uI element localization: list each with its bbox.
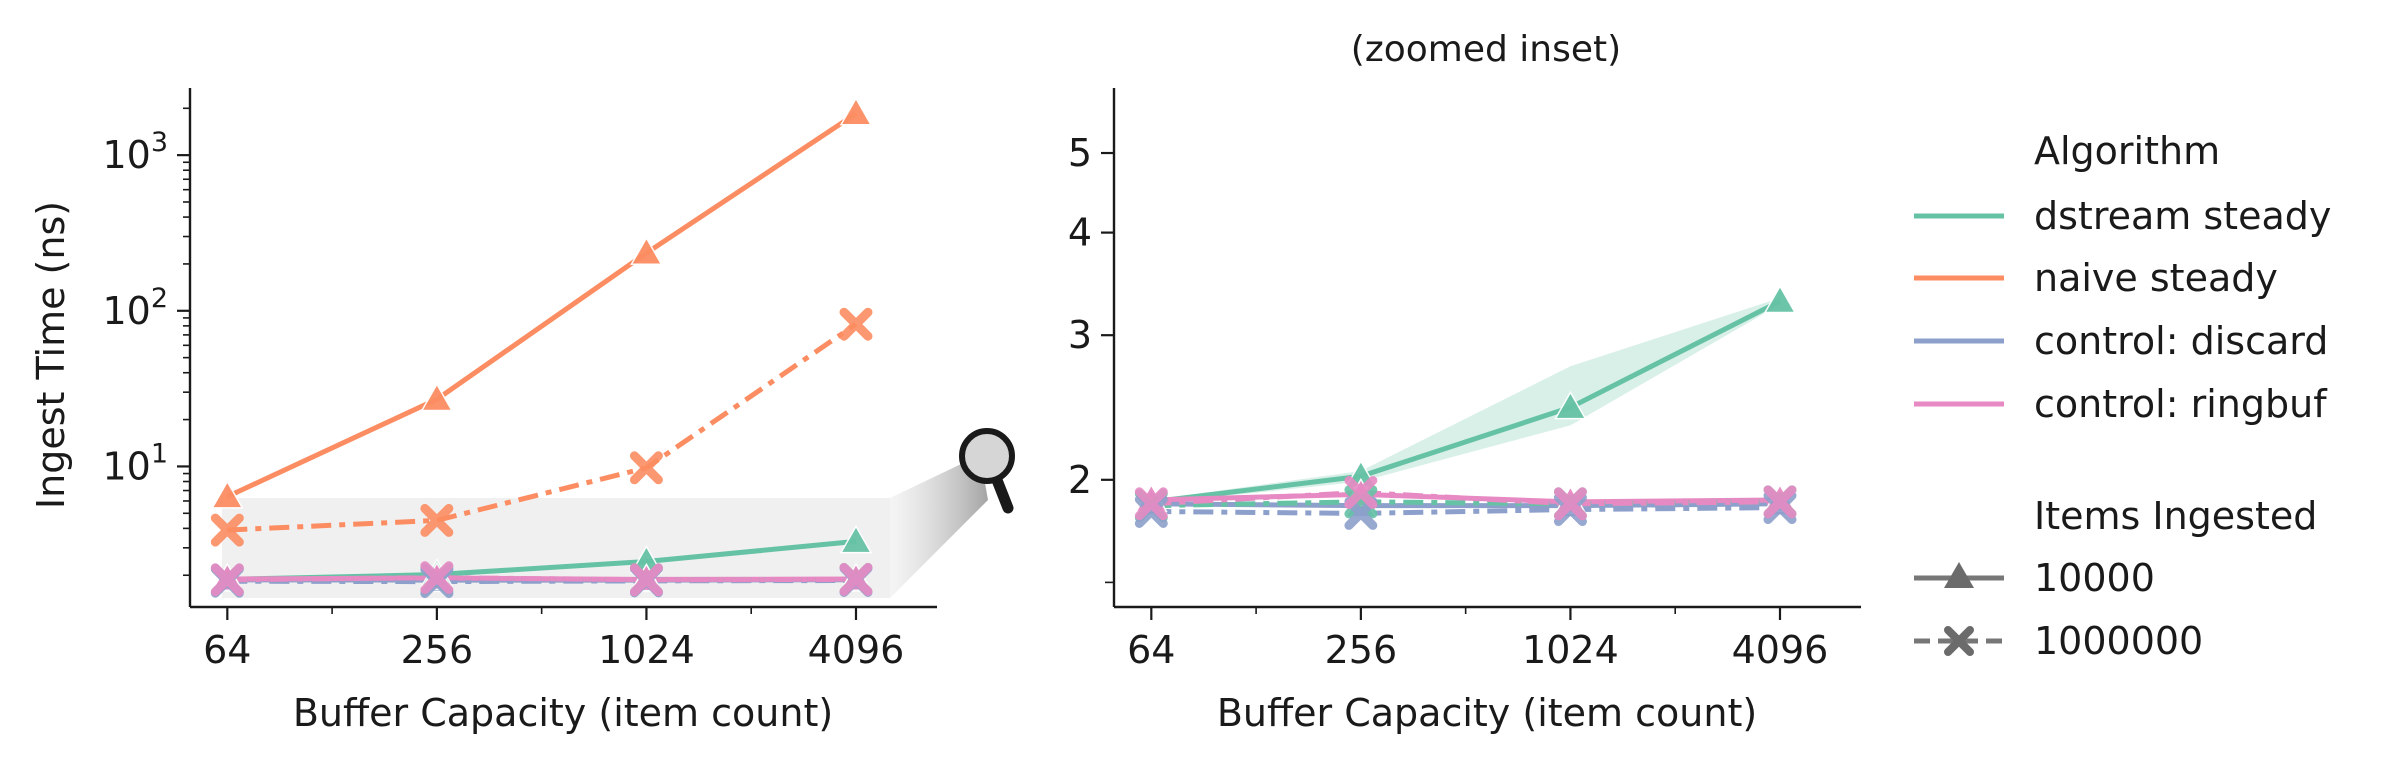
inset-ticks: 64 256 1024 4096 2 3 4 5 (1068, 131, 1829, 672)
data-point (210, 563, 244, 597)
data-point (420, 561, 454, 595)
legend: Algorithm dstream steady naive steady co… (1914, 129, 2331, 663)
data-point (1763, 485, 1797, 519)
magnifier-icon (959, 428, 1015, 514)
data-point (839, 524, 873, 554)
data-point (420, 382, 454, 412)
legend-algorithm-naive: naive steady (1914, 256, 2278, 300)
y-tick-label: 103 (102, 127, 168, 177)
legend-label: naive steady (2034, 256, 2278, 300)
legend-label: 10000 (2034, 556, 2155, 600)
data-point (1763, 284, 1797, 314)
series-line (1151, 505, 1781, 516)
series-line (227, 575, 856, 583)
data-point (1554, 390, 1587, 420)
legend-algorithm-discard: control: discard (1914, 319, 2328, 363)
series-line (1151, 499, 1781, 509)
data-point (1553, 487, 1587, 521)
data-point (211, 480, 244, 509)
y-tick-label: 102 (102, 283, 168, 333)
main-x-axis-label: Buffer Capacity (item count) (293, 691, 833, 735)
data-point (210, 513, 244, 547)
x-tick-label: 1024 (598, 628, 695, 672)
data-point (1344, 476, 1378, 510)
main-ticks: 64 256 1024 4096 101 102 103 (102, 107, 905, 672)
main-y-axis-label: Ingest Time (ns) (29, 201, 73, 509)
data-point (420, 503, 454, 537)
data-point (1134, 487, 1168, 521)
series-line (227, 322, 858, 533)
y-tick-label: 3 (1068, 313, 1092, 357)
y-tick-label: 4 (1068, 211, 1092, 255)
legend-label: control: discard (2034, 319, 2328, 363)
data-point (839, 562, 873, 596)
legend-label: dstream steady (2034, 194, 2331, 238)
data-point (629, 451, 663, 485)
zoom-connector (890, 455, 988, 598)
inset-axes: 64 256 1024 4096 2 3 4 5 (1068, 88, 1861, 672)
legend-items-10000: 10000 (1914, 556, 2155, 600)
inset-plot-marks (1134, 284, 1797, 530)
x-tick-label: 1024 (1522, 628, 1619, 672)
y-tick-label: 5 (1068, 131, 1092, 175)
x-tick-label: 64 (203, 628, 251, 672)
y-tick-label: 101 (102, 438, 168, 488)
inset-title: (zoomed inset) (1351, 29, 1621, 70)
x-tick-label: 4096 (808, 628, 905, 672)
y-tick-label: 2 (1068, 458, 1092, 502)
legend-algorithm-dstream: dstream steady (1914, 194, 2331, 238)
series-line (1151, 298, 1782, 505)
x-tick-label: 4096 (1732, 628, 1829, 672)
inset-x-axis-label: Buffer Capacity (item count) (1217, 691, 1757, 735)
data-point (839, 307, 873, 341)
x-tick-label: 64 (1127, 628, 1175, 672)
legend-items-title: Items Ingested (2034, 494, 2317, 538)
legend-algorithm-ringbuf: control: ringbuf (1914, 382, 2328, 426)
data-point (629, 563, 663, 597)
x-tick-label: 256 (401, 628, 474, 672)
triangle-marker-icon (1944, 562, 1974, 588)
main-plot-marks (210, 97, 873, 599)
x-tick-label: 256 (1325, 628, 1398, 672)
series-line (226, 111, 858, 499)
legend-algorithm-title: Algorithm (2034, 129, 2220, 173)
data-point (1134, 494, 1168, 528)
confidence-band (1151, 297, 1780, 504)
inset-chart: (zoomed inset) 64 256 1024 4096 2 3 4 5 Buffer … (1068, 29, 1861, 735)
legend-items-1000000: 1000000 (1914, 619, 2203, 663)
main-axes: 64 256 1024 4096 101 102 103 (102, 88, 937, 672)
legend-label: 1000000 (2034, 619, 2203, 663)
x-marker-icon (1944, 626, 1974, 656)
legend-label: control: ringbuf (2034, 382, 2328, 426)
data-point (839, 97, 873, 126)
data-point (630, 236, 663, 266)
